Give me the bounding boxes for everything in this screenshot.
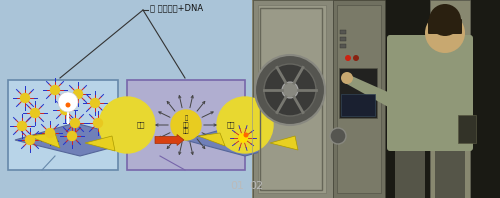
Circle shape — [66, 103, 70, 108]
Bar — [260, 8, 322, 190]
Circle shape — [94, 118, 102, 128]
Circle shape — [60, 106, 70, 114]
Polygon shape — [28, 133, 60, 148]
Circle shape — [330, 128, 346, 144]
Circle shape — [429, 4, 461, 36]
Circle shape — [26, 135, 35, 145]
Polygon shape — [15, 123, 140, 156]
Circle shape — [68, 131, 76, 141]
Polygon shape — [270, 136, 298, 150]
Text: 전극: 전극 — [137, 122, 145, 128]
Bar — [458, 115, 476, 143]
Circle shape — [345, 55, 351, 61]
Bar — [333, 0, 385, 198]
FancyBboxPatch shape — [8, 80, 118, 170]
Circle shape — [18, 122, 26, 130]
Circle shape — [30, 109, 40, 117]
Bar — [435, 143, 465, 198]
Bar — [340, 44, 346, 48]
Text: 전극: 전극 — [227, 122, 235, 128]
Circle shape — [282, 82, 298, 98]
Circle shape — [341, 72, 353, 84]
Bar — [341, 94, 375, 116]
Bar — [340, 30, 346, 34]
FancyBboxPatch shape — [387, 35, 473, 151]
Circle shape — [99, 97, 155, 153]
Bar — [337, 5, 381, 193]
Bar — [252, 0, 500, 198]
Text: 02: 02 — [249, 181, 263, 191]
Bar — [339, 68, 377, 118]
Text: 금 나노입자+DNA: 금 나노입자+DNA — [150, 4, 203, 12]
Text: 01: 01 — [230, 181, 244, 191]
Text: 금
나노
입자: 금 나노 입자 — [183, 116, 189, 134]
Bar — [340, 37, 346, 41]
Bar — [385, 0, 500, 198]
Circle shape — [46, 129, 54, 137]
Circle shape — [171, 110, 201, 140]
Circle shape — [58, 92, 78, 112]
FancyBboxPatch shape — [428, 19, 462, 34]
Circle shape — [353, 55, 359, 61]
Polygon shape — [198, 133, 225, 146]
Bar — [430, 0, 470, 198]
Polygon shape — [430, 116, 465, 138]
Circle shape — [425, 13, 465, 53]
Bar — [253, 0, 333, 198]
Circle shape — [20, 93, 30, 103]
Circle shape — [50, 86, 59, 94]
Polygon shape — [185, 123, 305, 156]
Circle shape — [90, 98, 100, 108]
Bar — [258, 5, 326, 193]
FancyArrow shape — [155, 134, 184, 146]
Circle shape — [217, 97, 273, 153]
Polygon shape — [85, 136, 115, 151]
Circle shape — [244, 132, 248, 137]
Circle shape — [74, 89, 82, 98]
Polygon shape — [64, 92, 72, 102]
Circle shape — [70, 118, 80, 128]
Circle shape — [238, 133, 248, 143]
Circle shape — [264, 64, 316, 116]
Circle shape — [255, 55, 325, 125]
Polygon shape — [345, 73, 390, 108]
Bar — [395, 143, 425, 198]
FancyBboxPatch shape — [127, 80, 245, 170]
